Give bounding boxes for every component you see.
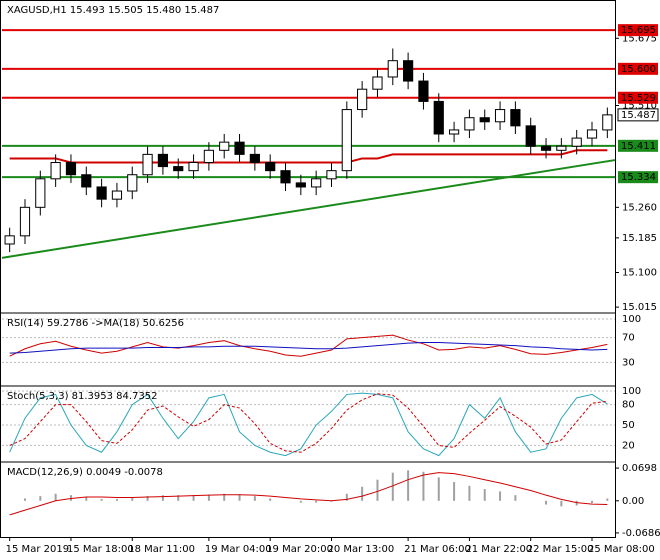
candle-body [203,149,214,164]
candle-body [311,178,322,188]
x-tick-label: 21 Mar 06:00 [404,544,471,555]
candle-body [142,153,153,176]
price-level-box [618,62,658,75]
x-tick-label: 15 Mar 18:00 [67,544,134,555]
x-tick-label: 22 Mar 15:00 [527,544,594,555]
candle-body [464,117,475,131]
candle-body [387,60,398,78]
candle-body [540,145,552,151]
price-level-box [618,139,658,152]
price-level-label: 15.334 [621,172,656,183]
candle-body [219,141,230,151]
candle-body [556,145,567,151]
candle-body [326,170,337,180]
price-level-box [618,91,658,104]
candle-body [510,109,521,127]
y-tick-label: 0.00 [622,496,644,507]
x-tick-label: 20 Mar 13:00 [327,544,394,555]
candle-body [4,235,15,245]
candle-body [96,186,107,200]
y-tick-label: 15.100 [622,267,657,278]
price-level-label: 15.600 [621,64,656,75]
x-tick-label: 19 Mar 20:00 [266,544,333,555]
candle-body [157,153,169,168]
candle-body [50,162,61,180]
signal-line [9,472,608,516]
candle-body [525,125,536,147]
y-tick-label: 80 [622,400,635,411]
candle-body [433,100,444,135]
candle-body [418,80,429,102]
candle-body [295,182,306,188]
candle-body [602,114,613,131]
candle-body [280,170,291,184]
y-tick-label: 70 [622,333,635,344]
frame [0,0,616,538]
candle-body [265,162,276,172]
indicator-line [9,334,608,357]
candle-body [19,206,31,237]
panel-title: MACD(12,26,9) 0.0049 -0.0078 [7,467,163,478]
y-tick-label: 15.510 [622,100,657,111]
candle-body [357,88,368,111]
indicator-line [9,342,608,354]
candle-body [35,178,46,208]
y-tick-label: 20 [622,440,635,451]
y-tick-label: 100 [622,386,641,397]
candle-body [65,162,77,176]
y-tick-label: -0.0686 [622,528,660,539]
y-tick-label: 100 [622,314,641,325]
candle-body [249,153,260,164]
y-tick-label: 30 [622,357,635,368]
candle-body [372,76,383,90]
y-tick-label: 15.185 [622,233,657,244]
y-tick-label: 15.675 [622,33,657,44]
price-level-label: 15.695 [621,25,656,36]
panel-title: XAGUSD,H1 15.493 15.505 15.480 15.487 [7,5,219,16]
moving-average [9,149,608,164]
candle-body [111,190,123,200]
panel-title: Stoch(5,3,3) 81.3953 84.7352 [7,391,158,402]
candle-body [188,162,199,172]
candle-body [586,129,598,139]
candle-body [127,174,138,192]
x-tick-label: 25 Mar 08:00 [588,544,655,555]
price-level-label: 15.411 [621,141,656,152]
candle-body [571,137,582,147]
x-tick-label: 21 Mar 22:00 [465,544,532,555]
candle-body [448,129,460,135]
panel-title: RSI(14) 59.2786 ->MA(18) 50.6256 [7,318,184,329]
price-level-box [618,24,658,37]
indicator-line [9,392,608,457]
y-tick-label: 0.0698 [622,463,657,474]
indicator-line [9,393,608,453]
x-tick-label: 18 Mar 11:00 [128,544,195,555]
candle-body [234,141,245,155]
y-tick-label: 15.260 [622,202,657,213]
candle-body [494,109,506,123]
candle-body [403,60,414,82]
candle-body [341,109,352,172]
candle-body [81,174,92,188]
price-level-label: 15.529 [621,93,656,104]
x-tick-label: 15 Mar 2019 [6,544,69,555]
price-level-box [617,108,659,122]
candle-body [173,166,184,172]
y-tick-label: 50 [622,420,635,431]
y-tick-label: 15.015 [622,302,657,313]
price-level-box [618,171,658,184]
trendline [1,159,616,259]
candle-body [479,117,490,123]
price-level-label: 15.487 [621,110,656,121]
x-tick-label: 19 Mar 04:00 [205,544,272,555]
